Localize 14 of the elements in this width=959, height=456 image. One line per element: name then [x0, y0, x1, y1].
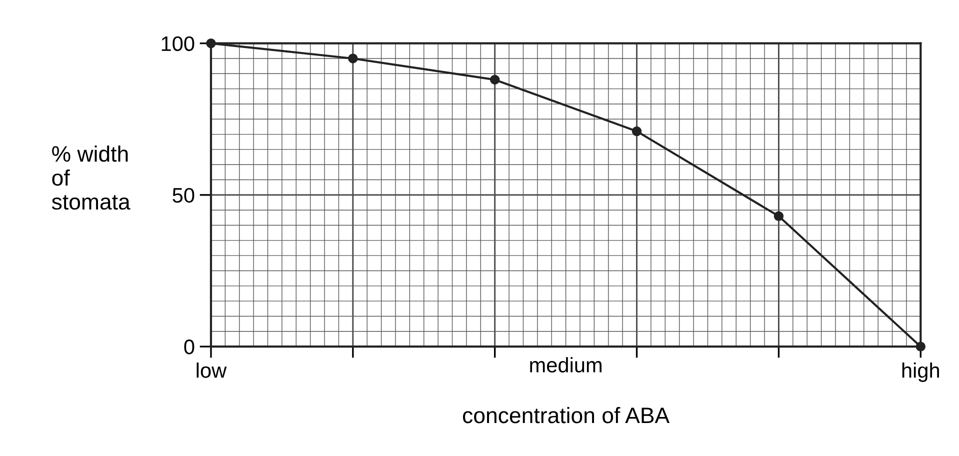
y-tick-label: 50 [172, 188, 194, 203]
x-tick-label: high [902, 362, 939, 382]
x-axis-title: concentration of ABA [462, 406, 670, 424]
point [490, 74, 500, 85]
point [916, 342, 926, 352]
point [632, 126, 642, 136]
x-tick-label: low [196, 362, 227, 378]
point [774, 211, 784, 222]
text: medium [530, 357, 602, 372]
y-tick-label: 100 [162, 36, 194, 52]
y-axis-title: % width of stomata [52, 145, 130, 210]
point [348, 54, 358, 64]
y-tick-label: 0 [184, 340, 194, 354]
point [206, 38, 216, 48]
